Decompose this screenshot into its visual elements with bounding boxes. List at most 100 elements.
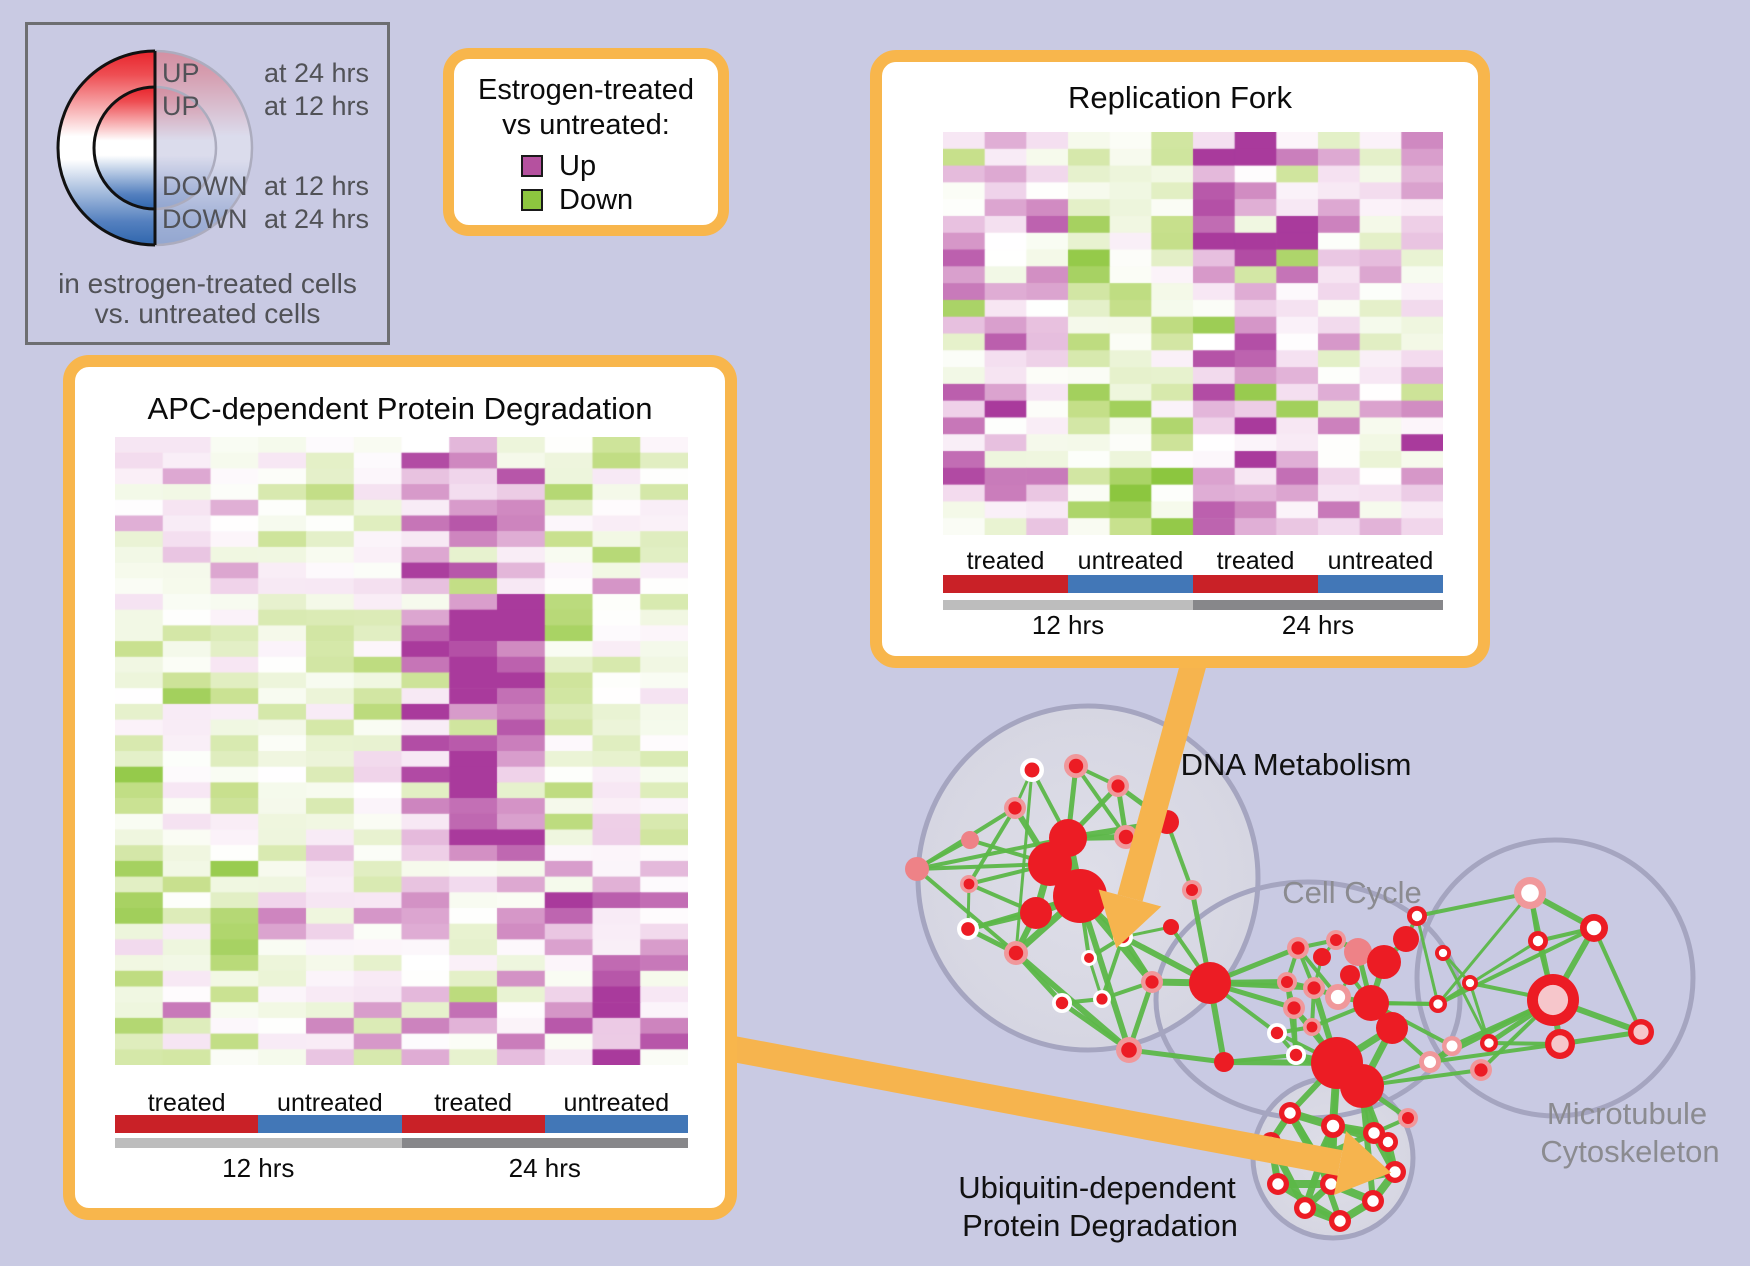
network-node [1438, 948, 1448, 958]
network-label-dna-metabolism: DNA Metabolism [1181, 747, 1412, 782]
network-node [1096, 993, 1108, 1005]
network-node [1121, 1042, 1137, 1058]
network-node [1586, 920, 1602, 936]
rf-time-bar-0 [943, 600, 1193, 610]
apc-title: APC-dependent Protein Degradation [147, 391, 653, 426]
network-edge [1441, 952, 1491, 1044]
network-node [1008, 801, 1022, 815]
rf-time-label-24-hrs: 24 hrs [1281, 610, 1355, 640]
updown-color-key: Estrogen-treated vs untreated: Up Down [443, 48, 729, 236]
network-edge [1100, 936, 1125, 1000]
rf-group-label-untreated: untreated [1327, 547, 1434, 575]
up-color-swatch [521, 155, 543, 177]
network-node [1272, 1178, 1284, 1190]
network-node [1368, 1127, 1380, 1139]
ring-time-24: at 24 hrs [263, 58, 369, 88]
apc-group-label-untreated: untreated [563, 1089, 670, 1117]
apc-group-label-untreated: untreated [277, 1089, 383, 1117]
network-edge [916, 836, 1069, 871]
network-node [1118, 829, 1134, 845]
replication-fork-panel: Replication Fork treated untreated treated… [870, 50, 1490, 668]
ring-gradient-chart [56, 49, 254, 247]
network-edge [1060, 1000, 1131, 1053]
network-node [1287, 1001, 1301, 1015]
network-node [1291, 941, 1305, 955]
network-node [1299, 1202, 1311, 1214]
network-node [1340, 965, 1360, 985]
down-color-swatch [521, 189, 543, 211]
network-edge [1436, 892, 1532, 1005]
ring-time-12: at 12 hrs [263, 91, 369, 121]
network-node [1330, 989, 1346, 1005]
panel-arrow-1 [1117, 636, 1213, 902]
apc-treatment-bar-0 [115, 1115, 259, 1133]
network-node [1214, 1052, 1234, 1072]
figure-bottom-margin [0, 1266, 1750, 1279]
ring-time-12b: at 12 hrs [263, 171, 369, 201]
apc-heatmap [115, 437, 688, 1065]
network-node [963, 878, 975, 890]
network-edge [916, 862, 1051, 871]
rf-group-label-treated: treated [966, 547, 1045, 575]
network-node [1055, 996, 1069, 1010]
network-edge [1592, 927, 1643, 1033]
network-node [1433, 999, 1443, 1009]
network-node [1053, 869, 1107, 923]
network-node [1465, 978, 1475, 988]
key-row-down: Down [454, 184, 718, 216]
network-node [1537, 984, 1569, 1016]
network-node [1307, 981, 1321, 995]
network-node [1393, 926, 1419, 952]
key-title-line1: Estrogen-treated [477, 74, 694, 106]
network-node [1289, 1048, 1303, 1062]
network-edge [967, 806, 1017, 886]
rf-treatment-bar-0 [943, 575, 1068, 593]
network-node [1334, 1215, 1346, 1227]
network-node [1382, 1136, 1394, 1148]
network-node [1028, 842, 1072, 886]
network-node [1633, 1024, 1649, 1040]
network-node [1474, 1063, 1488, 1077]
cluster-circle-microtubule-cytoskeleton [1414, 837, 1696, 1119]
network-node [1402, 1112, 1414, 1124]
rf-time-label-12-hrs: 12 hrs [1031, 610, 1105, 640]
apc-treatment-bar-3 [544, 1115, 688, 1133]
panel-arrow-head-2 [1333, 1131, 1392, 1195]
network-node [1376, 1012, 1408, 1044]
network-edge [1437, 939, 1539, 1006]
network-node [1367, 945, 1401, 979]
network-node [1306, 1021, 1318, 1033]
apc-group-label-treated: treated [434, 1089, 513, 1117]
network-node [1367, 1195, 1379, 1207]
rf-group-label-treated: treated [1216, 547, 1295, 575]
network-node [961, 922, 975, 936]
network-node [1163, 919, 1179, 935]
ring-label-down-24: DOWN [162, 204, 248, 234]
rf-time-bar-1 [1193, 600, 1443, 610]
apc-time-bar-1 [401, 1138, 688, 1148]
network-node [1145, 975, 1159, 989]
network-node [1084, 953, 1094, 963]
rf-treatment-bar-3 [1318, 575, 1443, 593]
network-label-cytoskeleton: Cytoskeleton [1540, 1134, 1719, 1169]
network-edge [1429, 1042, 1561, 1064]
ring-label-up-24: UP [162, 58, 200, 88]
network-node [1326, 1119, 1340, 1133]
key-title-line2: vs untreated: [502, 109, 670, 141]
network-node [1411, 910, 1423, 922]
network-node [1389, 1166, 1401, 1178]
up-label: Up [559, 150, 597, 182]
network-edge [1468, 982, 1491, 1044]
network-edge [1165, 821, 1194, 891]
network-label-microtubule: Microtubule [1547, 1096, 1707, 1131]
network-node [1189, 962, 1231, 1004]
network-node [1270, 1026, 1284, 1040]
network-edge [1074, 764, 1128, 839]
network-node [1313, 948, 1331, 966]
network-node [1532, 935, 1544, 947]
rf-group-label-untreated: untreated [1077, 547, 1184, 575]
down-label: Down [559, 184, 634, 216]
ring-time-24b: at 24 hrs [263, 204, 369, 234]
network-node [1281, 976, 1293, 988]
network-node [1353, 985, 1389, 1021]
